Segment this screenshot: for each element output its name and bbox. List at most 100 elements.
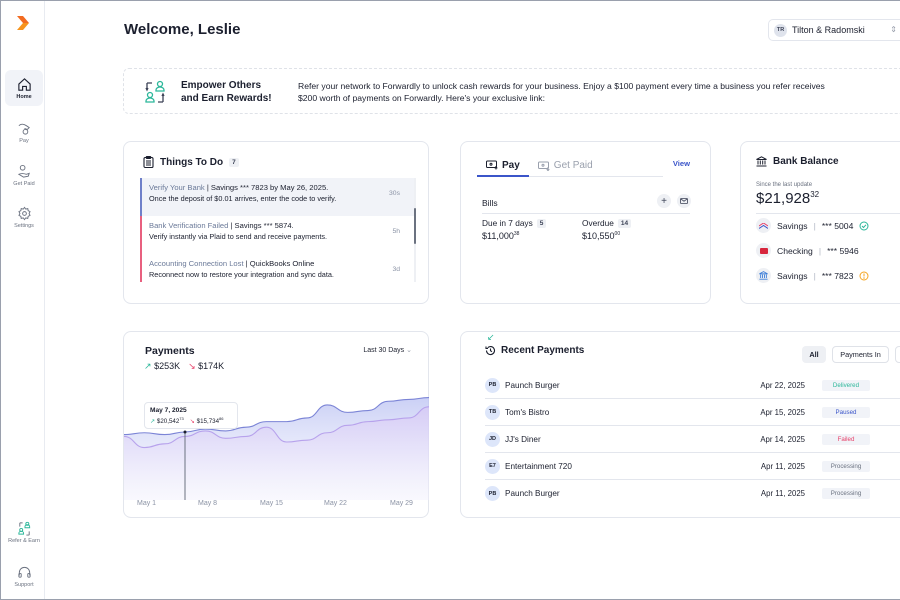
account-type: Checking [777, 245, 813, 256]
date-range-value: Last 30 Days [363, 347, 405, 354]
sidebar-item-refer-earn[interactable]: Refer & Earn [5, 517, 43, 547]
bank-of-america-logo [756, 218, 771, 233]
payment-row[interactable]: PB Paunch Burger Apr 22, 2025 Delivered [485, 372, 900, 399]
payments-chart[interactable] [124, 392, 429, 514]
payment-row[interactable]: PB Paunch Burger Apr 11, 2025 Processing [485, 480, 900, 507]
bank-account-row[interactable]: Savings | *** 7823 [756, 268, 869, 283]
due-amount: $11,000 [482, 231, 514, 241]
payments-title: Payments [145, 345, 195, 357]
plus-icon: + [661, 195, 667, 207]
divider [482, 213, 690, 214]
bills-due-soon[interactable]: Due in 7 days 5 $11,00038 [482, 218, 547, 241]
chevron-down-icon: ⌄ [406, 347, 412, 354]
separator: | [818, 245, 822, 256]
series-line-payments-out [124, 406, 429, 449]
todo-list: Verify Your Bank | Savings *** 7823 by M… [140, 178, 416, 282]
referral-title-line1: Empower Others [181, 80, 262, 91]
due-cents: 38 [513, 231, 520, 237]
payee-name: Tom's Bistro [505, 407, 550, 417]
sidebar-item-label: Refer & Earn [8, 537, 40, 544]
sidebar-item-get-paid[interactable]: Get Paid [5, 157, 43, 193]
refer-icon [17, 521, 30, 536]
overdue-cents: 00 [614, 231, 621, 237]
sidebar-item-label: Get Paid [13, 180, 35, 187]
arrow-up-right-icon: ↗ [144, 361, 152, 371]
chart-tooltip: May 7, 2025 ↗ $20,54273 ↘ $15,73486 [144, 402, 238, 429]
payments-card: Payments ↗ $253K ↘ $174K Last 30 Days ⌄ … [123, 331, 429, 518]
mail-icon [680, 198, 688, 204]
filter-all-button[interactable]: All [802, 346, 826, 363]
payment-row[interactable]: E7 Entertainment 720 Apr 11, 2025 Proces… [485, 453, 900, 480]
email-bill-button[interactable] [677, 194, 691, 208]
recent-payments-header: Recent Payments [485, 345, 584, 356]
sidebar-item-home[interactable]: Home [5, 70, 43, 106]
referral-title: Empower Others and Earn Rewards! [181, 79, 281, 105]
tab-pay[interactable]: Pay [477, 155, 529, 177]
pay-card-icon [486, 160, 498, 170]
todo-item-detail: Verify instantly via Plaid to send and r… [149, 232, 328, 241]
tooltip-date: May 7, 2025 [150, 407, 187, 414]
todo-item[interactable]: Verify Your Bank | Savings *** 7823 by M… [140, 178, 416, 216]
sidebar-item-label: Pay [19, 137, 29, 144]
pay-card: Pay Get Paid View Bills + Due in 7 days 5… [460, 141, 711, 304]
refer-earn-icon [145, 80, 165, 103]
sidebar-item-settings[interactable]: Settings [5, 199, 43, 235]
todo-count-badge: 7 [229, 157, 239, 167]
account-mask: *** 5946 [827, 245, 859, 256]
sidebar-item-pay[interactable]: Pay [5, 114, 43, 150]
account-mask: *** 7823 [821, 270, 854, 281]
todo-item-summary: | QuickBooks Online [243, 259, 315, 268]
separator: | [813, 220, 816, 231]
todo-item-type: Accounting Connection Lost [149, 259, 244, 268]
bank-balance-card: Bank Balance Since the last update $21,9… [740, 141, 900, 304]
bank-balance-title: Bank Balance [773, 156, 839, 167]
divider [756, 213, 900, 214]
todo-item-summary: | Savings *** 5874. [228, 221, 294, 230]
bank-account-row[interactable]: Savings | *** 5004 [756, 218, 869, 233]
sidebar: Home Pay Get Paid Settings Refer & Earn … [1, 1, 45, 599]
date-range-dropdown[interactable]: Last 30 Days ⌄ [363, 346, 412, 354]
payment-row[interactable]: TB Tom's Bistro Apr 15, 2025 Paused [485, 399, 900, 426]
pending-clock-icon [859, 271, 869, 280]
view-bills-link[interactable]: View [672, 159, 690, 168]
chevron-updown-icon: ⇕ [890, 25, 897, 34]
todo-item-detail: Reconnect now to restore your integratio… [149, 270, 334, 279]
add-bill-button[interactable]: + [657, 194, 671, 208]
overdue-amount: $10,550 [582, 231, 615, 241]
tooltip-values: ↗ $20,54273 ↘ $15,73486 [150, 416, 232, 425]
page-title: Welcome, Leslie [124, 21, 241, 38]
organization-selector[interactable]: TR Tilton & Radomski ⇕ [768, 19, 900, 41]
todo-item[interactable]: Accounting Connection Lost | QuickBooks … [140, 254, 416, 282]
tab-get-paid[interactable]: Get Paid [529, 155, 602, 176]
bills-overdue[interactable]: Overdue 14 $10,55000 [582, 218, 632, 241]
todo-item-title: Accounting Connection Lost | QuickBooks … [149, 258, 410, 269]
todo-item-age: 30s [389, 190, 400, 197]
payment-row[interactable]: JD JJ's Diner Apr 14, 2025 Failed [485, 426, 900, 453]
out-total-value: $174K [198, 361, 225, 371]
bank-icon [756, 156, 767, 167]
x-tick-label: May 1 [137, 500, 157, 507]
payee-avatar: PB [485, 486, 500, 501]
todo-item[interactable]: Bank Verification Failed | Savings *** 5… [140, 216, 416, 254]
sidebar-item-support[interactable]: Support [5, 561, 43, 591]
get-paid-card-icon [537, 161, 550, 171]
recent-payments-card: ↙ Recent Payments All Payments In PB Pau… [460, 331, 900, 518]
bank-account-row[interactable]: Checking | *** 5946 [756, 243, 859, 258]
filter-payments-out-button[interactable] [895, 346, 900, 363]
arrow-down-right-icon: ↘ [189, 418, 195, 426]
todo-item-age: 3d [392, 266, 400, 273]
forwardly-logo[interactable] [15, 15, 31, 31]
todo-scrollbar[interactable] [414, 178, 416, 282]
payee-name: JJ's Diner [505, 434, 541, 444]
bank-logo-red [756, 243, 771, 258]
scrollbar-thumb[interactable] [414, 208, 416, 244]
hover-point [183, 430, 187, 434]
payee-name: Paunch Burger [505, 380, 560, 390]
filter-payments-in-button[interactable]: Payments In [832, 346, 889, 363]
payment-date: Apr 11, 2025 [760, 489, 805, 498]
tooltip-out: ↘ $15,73486 [190, 416, 224, 425]
get-paid-icon [17, 164, 30, 178]
payment-date: Apr 15, 2025 [760, 407, 805, 417]
home-icon [17, 77, 31, 91]
x-tick-label: May 29 [390, 500, 413, 507]
